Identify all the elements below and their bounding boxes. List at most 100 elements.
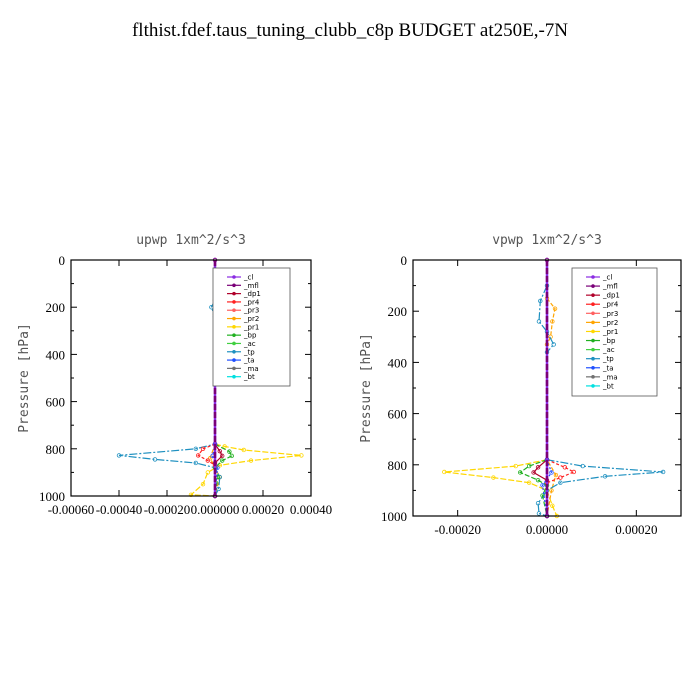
legend-label: _ac — [243, 340, 256, 348]
legend-label: _tp — [243, 348, 255, 356]
y-tick-label: 1000 — [381, 509, 407, 524]
legend-marker — [232, 275, 236, 279]
data-point — [660, 469, 666, 475]
data-point — [219, 453, 225, 459]
legend-marker — [591, 329, 595, 334]
y-axis-label: Pressure [hPa] — [17, 323, 32, 433]
data-point — [205, 458, 210, 463]
legend-marker — [591, 293, 595, 297]
legend-marker — [232, 300, 236, 304]
x-tick-label: 0.00040 — [290, 502, 332, 517]
data-point — [217, 448, 222, 454]
legend-marker — [591, 302, 595, 307]
figure-title: flthist.fdef.taus_tuning_clubb_c8p BUDGE… — [131, 20, 569, 41]
data-point — [552, 306, 558, 311]
data-point — [531, 470, 536, 475]
legend-label: _ma — [602, 373, 618, 381]
x-tick-label: -0.00040 — [96, 502, 143, 517]
legend-label: _pr2 — [243, 315, 259, 323]
data-point — [193, 446, 198, 451]
data-point — [602, 474, 608, 479]
panel-1: upwp 1xm^2/s^3 Pressure [hPa] 0 200 400 600 80… — [17, 233, 332, 517]
legend-label: _ma — [243, 365, 259, 373]
data-point — [299, 453, 304, 458]
series-line-pr4 — [546, 459, 576, 516]
legend-marker — [232, 366, 236, 371]
data-point — [205, 470, 210, 475]
legend-marker — [232, 316, 236, 321]
data-point — [536, 319, 542, 324]
series-line-bp — [518, 459, 548, 517]
data-point — [200, 446, 206, 451]
legend-marker — [232, 325, 236, 329]
x-tick-label: -0.00020 — [434, 522, 481, 537]
data-point — [193, 460, 198, 466]
panel-title: upwp 1xm^2/s^3 — [136, 233, 246, 248]
legend-label: _pr1 — [243, 323, 259, 331]
data-point — [200, 482, 206, 487]
y-tick-label: 200 — [46, 300, 66, 315]
y-tick-label: 800 — [46, 442, 66, 457]
legend-marker — [591, 311, 595, 316]
data-point — [442, 469, 447, 475]
panel-2: vpwp 1xm^2/s^3 Pressure [hPa] 0 200 400 600 80… — [359, 233, 682, 537]
legend-label: _dp1 — [243, 290, 261, 298]
plot-frame — [412, 259, 682, 517]
data-point — [241, 447, 246, 453]
y-tick-label: 200 — [388, 304, 408, 319]
y-tick-label: 0 — [401, 253, 408, 268]
data-point — [540, 493, 545, 498]
series-line-pr1 — [444, 459, 558, 517]
data-point — [550, 319, 555, 324]
legend-label: _cl — [602, 274, 612, 282]
y-tick-label: 1000 — [39, 489, 65, 504]
data-point — [540, 483, 545, 488]
data-point — [571, 469, 576, 475]
data-point — [538, 298, 543, 304]
data-point — [188, 492, 194, 498]
legend-marker — [591, 275, 595, 279]
legend-label: _pr4 — [602, 301, 619, 309]
y-tick-label: 600 — [46, 395, 66, 410]
series-line-pr1 — [189, 443, 302, 497]
data-point — [580, 463, 585, 469]
legend-marker — [232, 291, 236, 296]
legend-marker — [591, 356, 595, 361]
legend-label: _cl — [243, 274, 253, 282]
legend-marker — [232, 308, 236, 313]
data-point — [216, 486, 221, 492]
data-point — [513, 463, 518, 469]
legend-label: _pr4 — [243, 298, 260, 306]
legend-marker — [591, 375, 595, 379]
legend-label: _ac — [602, 346, 615, 354]
y-tick-label: 0 — [59, 253, 66, 268]
data-point — [219, 458, 225, 463]
data-point — [222, 444, 227, 449]
legend-label: _ta — [602, 364, 614, 372]
legend-label: _pr1 — [602, 328, 618, 336]
data-point — [229, 453, 234, 459]
legend-label: _mfl — [243, 282, 259, 290]
plot-frame — [70, 259, 312, 497]
data-point — [535, 465, 541, 470]
legend-marker — [232, 341, 236, 346]
y-tick-label: 400 — [388, 355, 408, 370]
data-point — [491, 475, 496, 480]
data-point — [550, 503, 555, 508]
legend: _cl_mfl_dp1_pr4_pr3_pr2_pr1_bp_ac_tp_ta_… — [571, 267, 658, 397]
data-point — [535, 477, 541, 483]
data-point — [195, 453, 201, 458]
series-line-bp — [214, 443, 233, 497]
x-tick-label: -0.00060 — [48, 502, 95, 517]
data-point — [549, 470, 554, 475]
legend-marker — [232, 283, 236, 288]
legend-label: _bt — [243, 373, 255, 381]
legend-marker — [591, 347, 595, 352]
legend-marker — [591, 338, 595, 343]
legend-box — [212, 267, 291, 387]
data-point — [558, 480, 563, 485]
data-point — [248, 458, 254, 463]
legend-label: _bp — [602, 337, 616, 345]
legend-marker — [232, 358, 236, 362]
